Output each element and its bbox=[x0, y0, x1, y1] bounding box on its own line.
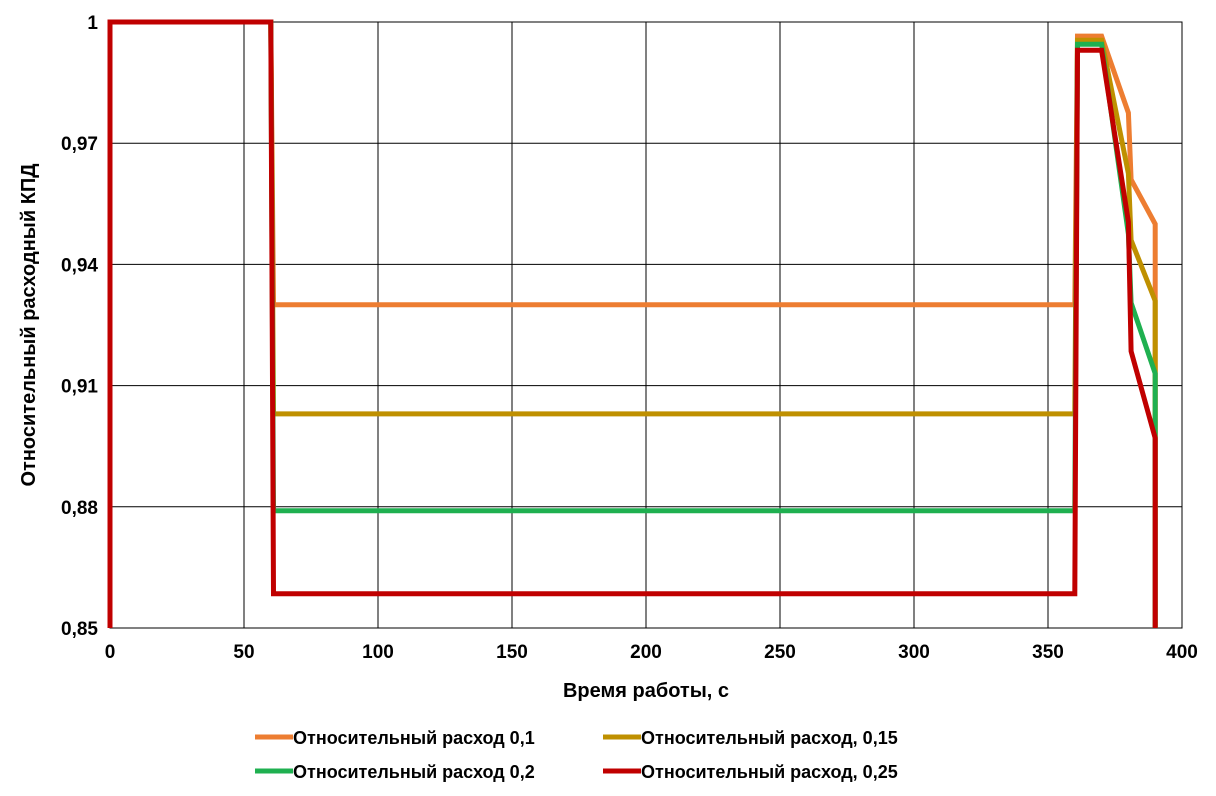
y-tick-label: 1 bbox=[87, 13, 98, 34]
grid bbox=[109, 21, 1183, 629]
x-tick-label: 100 bbox=[362, 642, 394, 663]
legend-label: Относительный расход, 0,15 bbox=[641, 728, 898, 748]
x-tick-label: 50 bbox=[233, 642, 254, 663]
x-tick-label: 250 bbox=[764, 642, 796, 663]
legend: Относительный расход 0,1 Относительный ра… bbox=[255, 728, 898, 782]
series-line-4 bbox=[107, 19, 1158, 628]
x-tick-label: 300 bbox=[898, 642, 930, 663]
x-tick-label: 0 bbox=[105, 642, 116, 663]
legend-label: Относительный расход 0,1 bbox=[293, 728, 535, 748]
series-line-2 bbox=[107, 19, 1158, 628]
legend-label: Относительный расход, 0,25 bbox=[641, 762, 898, 782]
x-tick-label: 400 bbox=[1166, 642, 1198, 663]
x-axis-title: Время работы, с bbox=[563, 680, 729, 702]
series-line-1 bbox=[107, 19, 1158, 628]
x-tick-label: 350 bbox=[1032, 642, 1064, 663]
y-tick-label: 0,88 bbox=[61, 498, 98, 519]
x-tick-label: 200 bbox=[630, 642, 662, 663]
tick-labels: 0 50 100 150 200 250 300 350 400 0,85 0,88 0,91 0,94… bbox=[61, 13, 1198, 663]
series-layer bbox=[107, 19, 1158, 628]
x-tick-label: 150 bbox=[496, 642, 528, 663]
y-tick-label: 0,91 bbox=[61, 377, 98, 398]
y-axis-title: Относительный расходный КПД bbox=[18, 163, 40, 486]
y-tick-label: 0,85 bbox=[61, 619, 98, 640]
legend-label: Относительный расход 0,2 bbox=[293, 762, 535, 782]
y-tick-label: 0,97 bbox=[61, 134, 98, 155]
y-tick-label: 0,94 bbox=[61, 255, 98, 276]
series-line-3 bbox=[107, 19, 1158, 628]
